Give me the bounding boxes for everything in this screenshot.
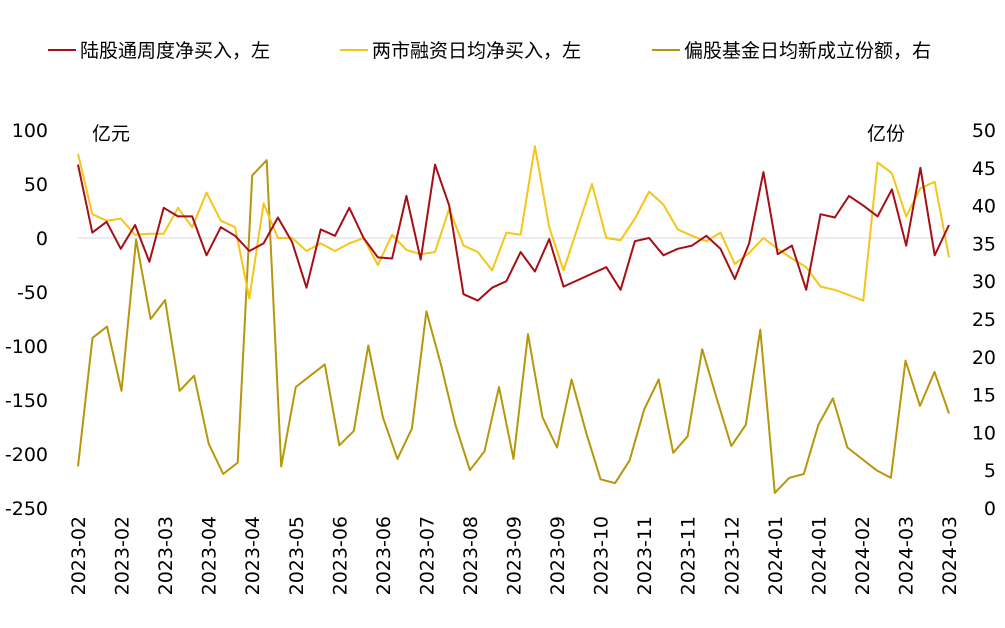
x-tick-label: 2023-05 <box>286 516 308 595</box>
right-tick-label: 40 <box>972 196 996 218</box>
left-tick-label: -150 <box>5 390 48 412</box>
right-axis-unit: 亿份 <box>867 123 905 145</box>
right-tick-label: 45 <box>972 158 996 180</box>
left-tick-label: -250 <box>5 498 48 520</box>
x-tick-label: 2023-06 <box>373 516 395 595</box>
left-axis: 100 50 0 -50 -100 -150 -200 -250 <box>5 120 48 520</box>
right-tick-label: 5 <box>984 460 996 482</box>
right-tick-label: 10 <box>972 422 996 444</box>
left-tick-label: -200 <box>5 444 48 466</box>
x-tick-label: 2023-02 <box>112 516 134 595</box>
x-tick-label: 2024-02 <box>852 516 874 595</box>
right-tick-label: 20 <box>972 347 996 369</box>
x-tick-label: 2023-03 <box>155 516 177 595</box>
x-tick-label: 2023-10 <box>591 516 613 595</box>
x-tick-label: 2024-01 <box>808 516 830 595</box>
x-tick-label: 2023-09 <box>504 516 526 595</box>
right-tick-label: 35 <box>972 233 996 255</box>
x-tick-label: 2023-02 <box>68 516 90 595</box>
left-axis-unit: 亿元 <box>92 123 130 145</box>
legend-label-margin: 两市融资日均净买入，左 <box>372 40 581 62</box>
x-tick-label: 2024-01 <box>765 516 787 595</box>
legend-label-northbound: 陆股通周度净买入，左 <box>80 40 270 62</box>
x-tick-label: 2023-08 <box>460 516 482 595</box>
legend: 陆股通周度净买入，左 两市融资日均净买入，左 偏股基金日均新成立份额，右 <box>48 40 931 62</box>
x-tick-label: 2023-11 <box>634 516 656 595</box>
x-tick-label: 2024-03 <box>895 516 917 595</box>
x-tick-label: 2023-09 <box>547 516 569 595</box>
legend-label-fund: 偏股基金日均新成立份额，右 <box>684 40 931 62</box>
x-tick-label: 2023-12 <box>721 516 743 595</box>
x-tick-label: 2023-04 <box>242 516 264 595</box>
x-tick-label: 2023-11 <box>678 516 700 595</box>
series-layer <box>77 145 950 494</box>
right-tick-label: 25 <box>972 309 996 331</box>
right-tick-label: 15 <box>972 385 996 407</box>
x-tick-label: 2023-07 <box>416 516 438 595</box>
x-axis: 2023-02 2023-02 2023-03 2023-04 2023-04 2023-… <box>68 516 961 595</box>
series-line-fund <box>77 159 950 494</box>
right-tick-label: 0 <box>984 498 996 520</box>
left-tick-label: -100 <box>5 336 48 358</box>
series-line-northbound <box>77 163 950 302</box>
series-line-margin <box>77 145 950 302</box>
x-tick-label: 2023-06 <box>329 516 351 595</box>
left-tick-label: 100 <box>12 120 48 142</box>
right-tick-label: 30 <box>972 271 996 293</box>
x-tick-label: 2024-03 <box>939 516 961 595</box>
x-tick-label: 2023-04 <box>199 516 221 595</box>
left-tick-label: 50 <box>24 174 48 196</box>
left-tick-label: -50 <box>17 282 48 304</box>
left-tick-label: 0 <box>36 228 48 250</box>
right-tick-label: 50 <box>972 120 996 142</box>
